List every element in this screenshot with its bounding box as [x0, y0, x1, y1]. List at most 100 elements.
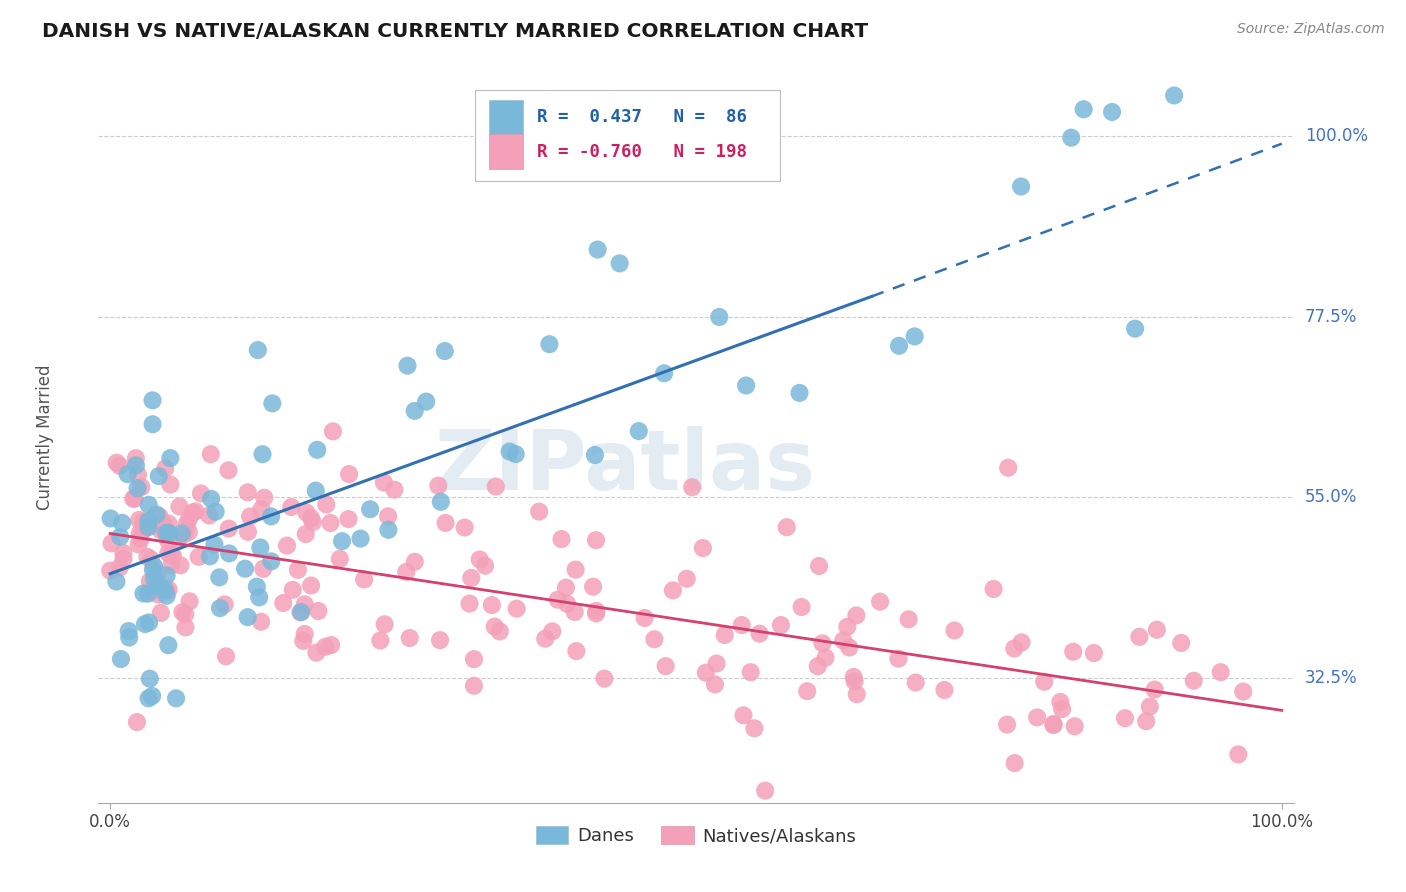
Text: 32.5%: 32.5% [1305, 669, 1357, 687]
Point [149, 523, 172, 537]
Point [1042, 718, 1064, 732]
Point [122, 491, 145, 506]
Point [404, 555, 426, 569]
Point [789, 385, 811, 400]
Point [433, 344, 456, 359]
Point [136, 587, 159, 601]
Point [250, 502, 273, 516]
Point [434, 516, 457, 530]
Point [208, 570, 231, 584]
Point [141, 583, 163, 598]
Point [141, 689, 163, 703]
Point [169, 500, 191, 514]
Point [735, 378, 758, 392]
Point [100, 536, 122, 550]
Point [1232, 684, 1254, 698]
Point [159, 451, 181, 466]
Point [373, 475, 395, 490]
Point [983, 582, 1005, 596]
Point [198, 549, 221, 564]
Point [695, 665, 717, 680]
Point [155, 584, 177, 599]
Point [997, 460, 1019, 475]
Text: 55.0%: 55.0% [1305, 488, 1357, 507]
Point [790, 599, 813, 614]
Point [131, 480, 153, 494]
Point [633, 611, 655, 625]
Point [174, 607, 197, 622]
Point [141, 393, 163, 408]
Point [294, 598, 316, 612]
Point [134, 617, 156, 632]
Point [143, 572, 166, 586]
Point [112, 546, 135, 560]
Point [118, 624, 141, 638]
Point [139, 552, 162, 566]
Bar [489, 135, 523, 169]
Point [463, 679, 485, 693]
Point [498, 444, 520, 458]
Point [564, 563, 586, 577]
Text: Currently Married: Currently Married [35, 364, 53, 510]
Point [368, 633, 391, 648]
Point [307, 604, 329, 618]
Point [395, 565, 418, 579]
Point [142, 563, 165, 577]
Point [887, 339, 910, 353]
Point [305, 483, 328, 498]
Text: DANISH VS NATIVE/ALASKAN CURRENTLY MARRIED CORRELATION CHART: DANISH VS NATIVE/ALASKAN CURRENTLY MARRI… [42, 22, 869, 41]
Point [1062, 645, 1084, 659]
Point [165, 691, 187, 706]
Point [377, 523, 399, 537]
Point [287, 563, 309, 577]
Point [415, 394, 437, 409]
Point [156, 589, 179, 603]
Point [1011, 635, 1033, 649]
Point [162, 549, 184, 563]
Point [565, 644, 588, 658]
Point [474, 558, 496, 573]
Point [177, 511, 200, 525]
Text: R =  0.437   N =  86: R = 0.437 N = 86 [537, 109, 747, 127]
Point [177, 524, 200, 539]
Point [583, 448, 606, 462]
Point [208, 601, 231, 615]
Point [217, 463, 239, 477]
Point [904, 329, 927, 343]
Point [349, 532, 371, 546]
Point [132, 523, 155, 537]
Point [139, 574, 162, 589]
Point [609, 256, 631, 270]
Point [307, 442, 329, 457]
Point [1049, 695, 1071, 709]
Point [157, 582, 180, 597]
Point [253, 491, 276, 505]
Point [112, 551, 135, 566]
Point [138, 615, 160, 630]
Point [233, 562, 256, 576]
Point [299, 578, 322, 592]
Point [359, 502, 381, 516]
Point [547, 592, 569, 607]
Point [564, 605, 586, 619]
Point [128, 537, 150, 551]
Point [155, 526, 177, 541]
Point [838, 640, 860, 655]
Point [247, 591, 270, 605]
Point [239, 509, 262, 524]
Point [105, 456, 128, 470]
Point [1114, 711, 1136, 725]
Text: 77.5%: 77.5% [1305, 308, 1357, 326]
Point [429, 633, 451, 648]
Point [485, 479, 508, 493]
Point [150, 580, 173, 594]
Point [250, 615, 273, 629]
Point [152, 521, 174, 535]
Point [662, 583, 685, 598]
Point [155, 525, 177, 540]
Point [236, 485, 259, 500]
Point [170, 526, 193, 541]
Point [132, 515, 155, 529]
Point [110, 652, 132, 666]
Point [155, 461, 177, 475]
